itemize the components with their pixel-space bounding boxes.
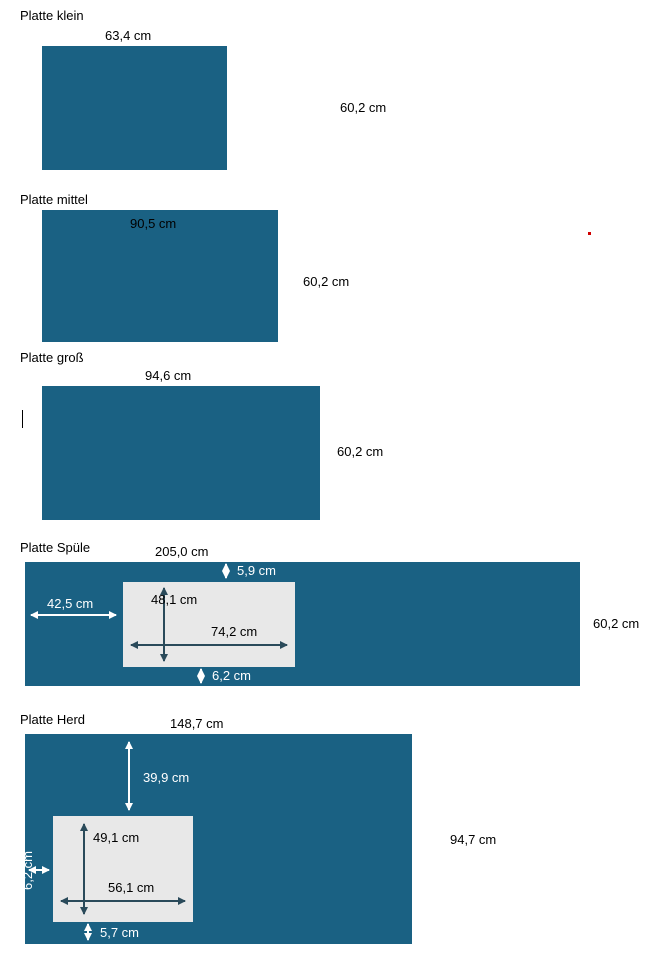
left-offset-label-herd: 6,2 cm (20, 851, 35, 890)
height-label-spuele: 60,2 cm (593, 616, 639, 631)
top-offset-label-herd: 39,9 cm (143, 770, 189, 785)
width-label-gross: 94,6 cm (145, 368, 191, 383)
cutout-width-label-herd: 56,1 cm (108, 880, 154, 895)
arrow-top-offset-herd (128, 742, 130, 810)
text-cursor-icon (22, 410, 23, 428)
top-offset-label-spuele: 5,9 cm (237, 563, 276, 578)
cutout-height-label-herd: 49,1 cm (93, 830, 139, 845)
cutout-width-label-spuele: 74,2 cm (211, 624, 257, 639)
height-label-klein: 60,2 cm (340, 100, 386, 115)
width-label-mittel: 90,5 cm (130, 216, 176, 231)
diagram-page: Platte klein 63,4 cm 60,2 cm Platte mitt… (0, 0, 651, 960)
arrow-cutout-width-herd (61, 900, 185, 902)
width-label-klein: 63,4 cm (105, 28, 151, 43)
title-platte-herd: Platte Herd (20, 712, 85, 727)
cutout-spuele: 48,1 cm 74,2 cm (123, 582, 295, 667)
arrow-bottom-offset-herd (87, 924, 89, 940)
title-platte-klein: Platte klein (20, 8, 84, 23)
height-label-herd: 94,7 cm (450, 832, 496, 847)
width-label-spuele: 205,0 cm (155, 544, 208, 559)
cutout-height-label-spuele: 48,1 cm (151, 592, 197, 607)
plate-gross (42, 386, 320, 520)
bottom-offset-label-herd: 5,7 cm (100, 925, 139, 940)
width-label-herd: 148,7 cm (170, 716, 223, 731)
arrow-bottom-offset-spuele (200, 669, 202, 683)
arrow-top-offset-spuele (225, 564, 227, 578)
title-platte-mittel: Platte mittel (20, 192, 88, 207)
red-mark-icon (588, 232, 591, 235)
plate-spuele: 5,9 cm 42,5 cm 48,1 cm 74,2 cm 6,2 cm (25, 562, 580, 686)
plate-herd: 39,9 cm 49,1 cm 56,1 cm 5,7 cm (25, 734, 412, 944)
left-offset-label-spuele: 42,5 cm (47, 596, 93, 611)
plate-klein (42, 46, 227, 170)
title-platte-gross: Platte groß (20, 350, 84, 365)
bottom-offset-label-spuele: 6,2 cm (212, 668, 251, 683)
title-platte-spuele: Platte Spüle (20, 540, 90, 555)
arrow-cutout-width-spuele (131, 644, 287, 646)
height-label-mittel: 60,2 cm (303, 274, 349, 289)
cutout-herd: 49,1 cm 56,1 cm (53, 816, 193, 922)
height-label-gross: 60,2 cm (337, 444, 383, 459)
arrow-left-offset-spuele (31, 614, 116, 616)
